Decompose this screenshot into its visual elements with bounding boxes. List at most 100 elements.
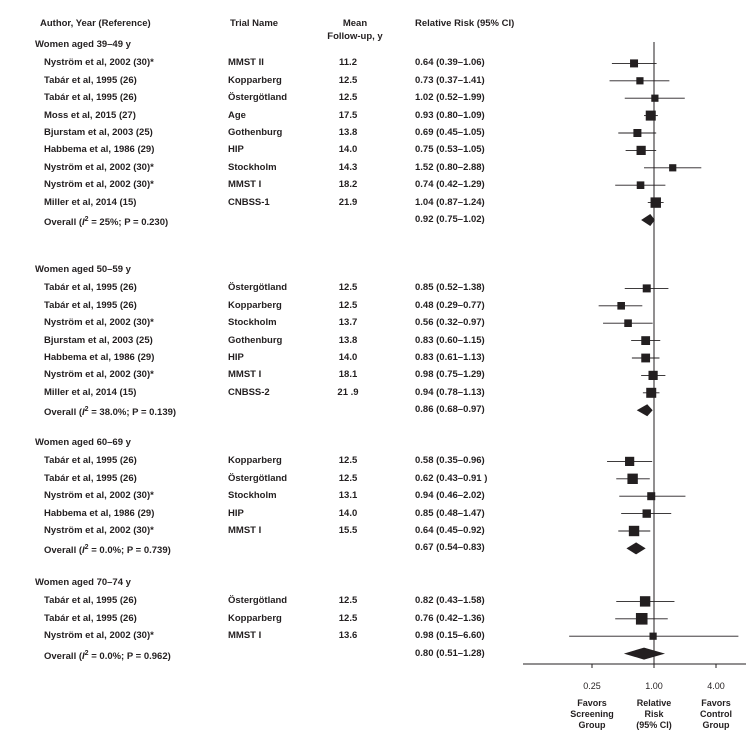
row-followup: 14.0 bbox=[338, 507, 358, 519]
row-followup: 12.5 bbox=[338, 595, 358, 607]
row-trial-name: Östergötland bbox=[228, 595, 288, 607]
overall-label-i2: I bbox=[82, 545, 85, 557]
row-followup: 12.5 bbox=[338, 92, 358, 104]
overall-label-prefix: Overall ( bbox=[44, 217, 83, 229]
row-followup: 13.8 bbox=[338, 127, 358, 138]
overall-label: Overall (I2 = 0.0%; P = 0.739) bbox=[44, 542, 171, 557]
point-estimate-square bbox=[641, 336, 651, 345]
point-estimate-square bbox=[651, 94, 659, 102]
row-author: Nyström et al, 2002 (30)* bbox=[44, 525, 154, 536]
row-followup: 17.5 bbox=[338, 109, 358, 121]
header-author: Author, Year (Reference) bbox=[40, 18, 151, 29]
overall-label-superscript: 2 bbox=[84, 406, 89, 414]
row-author: Tabár et al, 1995 (26) bbox=[44, 595, 137, 607]
row-author: Tabár et al, 1995 (26) bbox=[44, 612, 137, 624]
row-author: Tabár et al, 1995 (26) bbox=[44, 92, 137, 104]
point-estimate-square bbox=[648, 370, 658, 380]
row-followup: 12.5 bbox=[338, 472, 358, 484]
row-author: Nyström et al, 2002 (30)* bbox=[44, 490, 154, 502]
row-followup: 18.1 bbox=[338, 369, 358, 381]
row-author: Miller et al, 2014 (15) bbox=[44, 196, 137, 208]
overall-label: Overall (I2 = 0.0%; P = 0.962) bbox=[44, 648, 171, 663]
relative-risk-caption-line: Relative bbox=[636, 698, 672, 708]
row-author: Bjurstam et al, 2003 (25) bbox=[44, 127, 153, 138]
overall-label: Overall (I2 = 25%; P = 0.230) bbox=[44, 214, 168, 229]
favors-screening-caption-line: Group bbox=[578, 720, 606, 730]
point-estimate-square bbox=[633, 129, 642, 137]
overall-label-superscript: 2 bbox=[84, 649, 89, 657]
row-followup: 13.6 bbox=[338, 630, 358, 642]
row-trial-name: MMST I bbox=[228, 179, 262, 191]
row-author: Habbema et al, 1986 (29) bbox=[44, 352, 155, 363]
row-author: Moss et al, 2015 (27) bbox=[44, 109, 136, 121]
point-estimate-square bbox=[628, 525, 640, 537]
overall-diamond bbox=[641, 214, 655, 226]
row-author: Miller et al, 2014 (15) bbox=[44, 386, 137, 398]
row-trial-name: HIP bbox=[228, 352, 244, 363]
point-estimate-square bbox=[642, 284, 651, 293]
row-followup: 18.2 bbox=[338, 179, 358, 191]
row-trial-name: HIP bbox=[228, 507, 244, 519]
point-estimate-square bbox=[650, 197, 661, 208]
row-rr-text: 0.74 (0.42–1.29) bbox=[415, 179, 485, 191]
row-trial-name: Gothenburg bbox=[228, 334, 283, 346]
row-rr-text: 0.85 (0.48–1.47) bbox=[415, 507, 485, 519]
x-axis-tick-label: 1.00 bbox=[645, 681, 663, 691]
row-author: Nyström et al, 2002 (30)* bbox=[44, 369, 154, 381]
row-rr-text: 0.76 (0.42–1.36) bbox=[415, 612, 485, 624]
overall-diamond bbox=[636, 404, 653, 417]
row-rr-text: 0.75 (0.53–1.05) bbox=[415, 144, 485, 156]
overall-diamond bbox=[626, 542, 646, 555]
row-rr-text: 0.82 (0.43–1.58) bbox=[415, 595, 485, 607]
row-rr-text: 0.58 (0.35–0.96) bbox=[415, 455, 485, 467]
row-rr-text: 0.64 (0.45–0.92) bbox=[415, 525, 485, 536]
row-trial-name: Östergötland bbox=[228, 282, 288, 294]
x-axis-tick-label: 0.25 bbox=[583, 681, 601, 691]
row-rr-text: 0.83 (0.60–1.15) bbox=[415, 334, 485, 346]
point-estimate-square bbox=[642, 509, 651, 518]
point-estimate-square bbox=[636, 145, 646, 155]
overall-diamond bbox=[623, 647, 666, 660]
row-rr-text: 0.98 (0.75–1.29) bbox=[415, 369, 485, 381]
row-author: Tabár et al, 1995 (26) bbox=[44, 299, 137, 311]
overall-label: Overall (I2 = 38.0%; P = 0.139) bbox=[44, 404, 176, 419]
header-trial-name: Trial Name bbox=[230, 18, 279, 29]
row-trial-name: MMST I bbox=[228, 630, 262, 642]
overall-label-superscript: 2 bbox=[84, 544, 89, 552]
row-trial-name: CNBSS-2 bbox=[228, 386, 270, 398]
row-rr-text: 0.73 (0.37–1.41) bbox=[415, 74, 485, 86]
row-followup: 12.5 bbox=[338, 455, 358, 467]
row-trial-name: Age bbox=[228, 109, 246, 121]
row-followup: 11.2 bbox=[339, 57, 357, 69]
row-author: Habbema et al, 1986 (29) bbox=[44, 144, 155, 156]
row-followup: 13.8 bbox=[338, 334, 358, 346]
row-followup: 12.5 bbox=[338, 299, 358, 311]
row-trial-name: Kopparberg bbox=[228, 299, 282, 311]
relative-risk-caption-line: (95% CI) bbox=[636, 720, 672, 730]
row-rr-text: 0.64 (0.39–1.06) bbox=[415, 57, 485, 69]
row-rr-text: 0.56 (0.32–0.97) bbox=[415, 317, 485, 329]
row-trial-name: Stockholm bbox=[228, 161, 277, 173]
row-author: Nyström et al, 2002 (30)* bbox=[44, 317, 154, 329]
row-trial-name: HIP bbox=[228, 144, 244, 156]
row-rr-text: 0.83 (0.61–1.13) bbox=[415, 352, 485, 363]
overall-label-stats: = 0.0%; P = 0.962) bbox=[88, 650, 171, 662]
row-followup: 21.9 bbox=[338, 196, 358, 208]
row-followup: 14.3 bbox=[338, 161, 358, 173]
overall-rr-text: 0.67 (0.54–0.83) bbox=[415, 542, 485, 554]
favors-screening-caption: Favors Screening Group bbox=[552, 698, 632, 731]
point-estimate-square bbox=[624, 319, 632, 327]
favors-screening-caption-line: Screening bbox=[570, 709, 614, 719]
row-rr-text: 1.02 (0.52–1.99) bbox=[415, 92, 485, 104]
row-author: Nyström et al, 2002 (30)* bbox=[44, 161, 154, 173]
row-followup: 21 .9 bbox=[337, 386, 359, 398]
point-estimate-square bbox=[636, 181, 645, 189]
header-followup-line1: Mean bbox=[342, 18, 368, 29]
row-trial-name: Kopparberg bbox=[228, 455, 282, 467]
row-author: Tabár et al, 1995 (26) bbox=[44, 282, 137, 294]
point-estimate-square bbox=[639, 596, 651, 607]
point-estimate-square bbox=[617, 302, 625, 310]
row-followup: 15.5 bbox=[338, 525, 358, 536]
row-rr-text: 0.94 (0.78–1.13) bbox=[415, 386, 485, 398]
